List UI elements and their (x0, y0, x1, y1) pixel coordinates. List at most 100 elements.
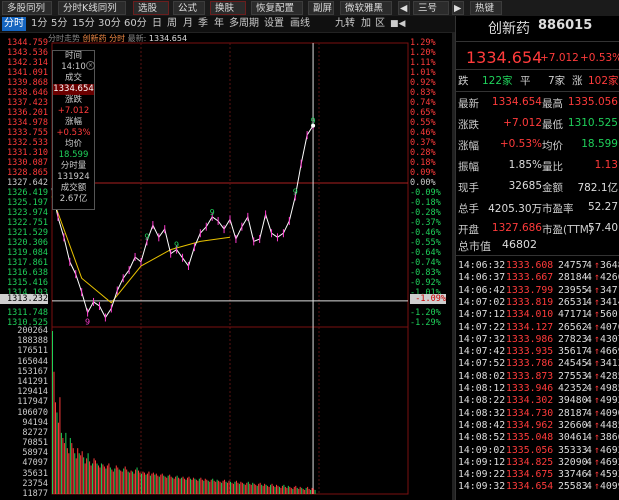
quote-label: 最低 (542, 119, 563, 131)
price-axis-label: 1330.087 (7, 158, 48, 168)
tick-count: 4285 (600, 370, 619, 382)
formula-button[interactable]: 公式 (173, 1, 205, 15)
tab-60min[interactable]: 60分 (124, 18, 147, 29)
menu-arrow-icon[interactable]: ■◀ (390, 19, 406, 29)
hotkey-button[interactable]: 热键 (470, 1, 502, 15)
tab-intraday[interactable]: 分时 (2, 17, 26, 31)
stock-code: 886015 (538, 18, 593, 33)
percent-axis-label: -0.37% (410, 218, 441, 228)
tick-count: 3866 (600, 432, 619, 444)
quote-label: 量比 (542, 161, 563, 173)
percent-axis-label: 1.11% (410, 58, 436, 68)
skin-button[interactable]: 换肤 (210, 1, 246, 15)
tick-count: 4266 (600, 272, 619, 284)
tab-season[interactable]: 季 (198, 18, 208, 29)
volume-axis-label: 23754 (22, 478, 48, 489)
quote-row: 振幅 1.85% 量比 1.13 (456, 159, 619, 179)
restore-config-button[interactable]: 恢复配置 (251, 1, 303, 15)
tick-price: 1333.608 (506, 260, 554, 271)
tooltip-close-icon[interactable]: × (86, 61, 95, 70)
quote-value: 1334.654 (491, 96, 542, 108)
quote-label: 开盘 (458, 224, 479, 236)
tab-draw[interactable]: 画线 (290, 18, 310, 29)
font-size-select[interactable]: 三号 (413, 1, 449, 15)
price-axis-label: 1319.084 (7, 248, 48, 258)
percent-axis-label: 0.65% (410, 108, 436, 118)
tab-day[interactable]: 日 (152, 18, 162, 29)
tick-price: 1333.935 (506, 346, 554, 358)
tick-price: 1333.986 (506, 333, 554, 345)
second-screen-button[interactable]: 副屏 (308, 1, 334, 15)
tab-range[interactable]: 区 (375, 18, 385, 29)
tab-multi-period[interactable]: 多周期 (229, 18, 259, 29)
percent-axis-label: -1.01% (410, 288, 441, 298)
quote-value: +0.53% (499, 138, 542, 150)
tab-year[interactable]: 年 (214, 18, 224, 29)
current-price-dot (311, 123, 316, 128)
tab-add[interactable]: 加 (361, 18, 371, 29)
tooltip-time-label: 时间 (64, 51, 82, 61)
chart-scrollbar[interactable] (452, 32, 455, 500)
tick-time: 14:08:02 (458, 370, 506, 382)
total-cap-value: 46802 (502, 238, 537, 251)
tooltip-amt: 2.67亿 (59, 194, 88, 204)
tick-time: 14:07:02 (458, 296, 506, 308)
tick-time: 14:07:42 (458, 346, 506, 358)
tick-time: 14:06:32 (458, 260, 506, 271)
prev-arrow-button[interactable]: ◀ (398, 1, 410, 15)
crosshair-price-label: 1313.232 (0, 294, 48, 304)
tick-time: 14:07:22 (458, 321, 506, 333)
price-axis-label: 1326.419 (7, 188, 48, 198)
tick-time: 14:09:32 (458, 481, 506, 493)
tick-volume: 24545 (558, 358, 588, 370)
price-change: +7.012 (540, 52, 579, 64)
tab-5min[interactable]: 5分 (51, 18, 68, 29)
tab-15min[interactable]: 15分 (72, 18, 95, 29)
percent-axis-label: 0.92% (410, 78, 436, 88)
tab-settings[interactable]: 设置 (264, 18, 284, 29)
tab-month[interactable]: 月 (183, 18, 193, 29)
tick-volume: 28187 (558, 407, 588, 419)
price-axis-label: 1336.201 (7, 108, 48, 118)
price-axis-label: 1343.536 (7, 48, 48, 58)
tick-direction-count: 4 (586, 260, 592, 271)
tab-30min[interactable]: 30分 (98, 18, 121, 29)
multi-stock-button[interactable]: 多股同列 (2, 1, 52, 15)
tab-week[interactable]: 周 (167, 18, 177, 29)
price-axis-label: 1311.748 (7, 308, 48, 318)
intraday-chart[interactable]: 9 9 9 9 9 9 (0, 0, 455, 500)
price-axis-label: 1334.978 (7, 118, 48, 128)
stock-picker-button[interactable]: 选股 (133, 1, 169, 15)
up-arrow-icon: ↑ (594, 358, 600, 370)
tick-time: 14:08:12 (458, 383, 506, 394)
quote-value: 1.13 (594, 159, 618, 171)
tick-count: 4992 (600, 395, 619, 407)
next-arrow-button[interactable]: ▶ (452, 1, 464, 15)
tooltip-avg: 18.599 (58, 150, 89, 160)
kline-compare-button[interactable]: 分时K线同列 (58, 1, 126, 15)
tick-direction-count: 4 (586, 456, 592, 468)
volume-axis-label: 141291 (17, 376, 48, 387)
font-select[interactable]: 微软雅黑 (340, 1, 392, 15)
tab-nine-turn[interactable]: 九转 (335, 18, 355, 29)
quote-value: 782.1亿 (577, 182, 618, 194)
tick-direction-count: 4 (586, 321, 592, 333)
nine-turn-label: 9 (174, 241, 179, 250)
quote-row: 开盘 1327.686 市盈(TTM) 57.40 (456, 222, 619, 242)
tick-count: 4692 (600, 444, 619, 456)
volume-axis-label: 94194 (22, 417, 48, 428)
tooltip-time: 14:10 (61, 62, 86, 72)
price-axis-label: 1315.416 (7, 278, 48, 288)
up-arrow-icon: ↑ (594, 309, 600, 321)
tab-1min[interactable]: 1分 (31, 18, 48, 29)
percent-axis-label: -0.83% (410, 268, 441, 278)
tick-price: 1333.799 (506, 284, 554, 296)
quote-value: 1335.056 (567, 96, 618, 108)
total-cap-label: 总市值 (458, 240, 491, 253)
percent-axis-label: -0.55% (410, 238, 441, 248)
